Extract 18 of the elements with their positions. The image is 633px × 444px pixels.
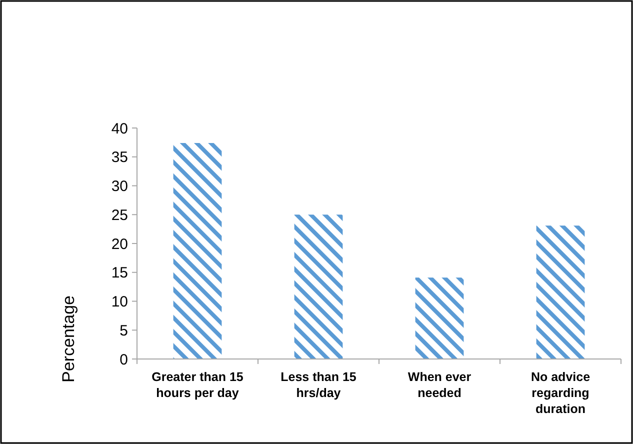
x-tick-label: No advice regarding duration [530,370,590,416]
y-axis-title: Percentage [59,296,78,382]
x-tick-label: Less than 15 hrs/day [280,370,356,400]
bar [536,226,585,359]
bar [294,214,343,359]
x-tick-label: When ever needed [408,370,472,400]
y-tick-label: 5 [120,322,128,340]
y-tick-label: 10 [111,294,128,310]
y-tick-label: 15 [111,264,128,282]
y-tick-label: 25 [111,206,128,224]
y-tick-label: 40 [111,120,128,138]
bar [173,143,222,359]
y-tick-label: 0 [120,351,128,368]
bar [415,278,464,359]
x-tick-label: Greater than 15 hours per day [152,370,244,400]
y-tick-label: 30 [111,178,128,195]
y-tick-label: 35 [111,149,128,166]
y-tick-label: 20 [111,236,128,253]
